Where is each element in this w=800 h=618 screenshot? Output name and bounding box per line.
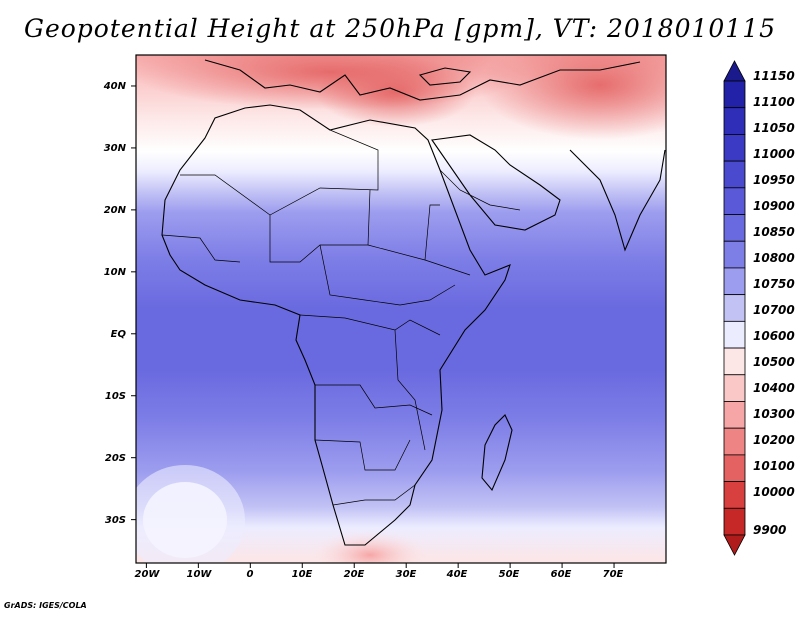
colorbar-bottom-arrow (723, 534, 746, 556)
lat-label-40n: 40N (103, 81, 127, 92)
colorbar-swatch (723, 160, 746, 189)
colorbar-swatch (723, 267, 746, 296)
colorbar-labels: 11150 11100 11050 11000 10950 10900 1085… (753, 69, 795, 537)
colorbar-label-10300: 10300 (753, 407, 795, 421)
lon-label-20e: 20E (344, 569, 365, 580)
colorbar-swatch (723, 214, 746, 242)
colorbar-label-10850: 10850 (753, 225, 795, 239)
lat-label-10n: 10N (104, 267, 127, 278)
lat-label-30s: 30S (105, 515, 126, 526)
colorbar-swatch (723, 320, 746, 349)
longitude-labels: 20W 10W 0 10E 20E 30E 40E 50E 60E 70E (135, 569, 624, 580)
colorbar-label-10950: 10950 (753, 173, 795, 187)
madagascar-coastline (481, 414, 513, 492)
colorbar-top-arrow (723, 60, 746, 82)
colorbar-label-10500: 10500 (753, 355, 795, 369)
colorbar-swatch (723, 347, 746, 376)
lat-label-eq: EQ (111, 329, 127, 340)
colorbar-swatch (723, 507, 746, 536)
lon-label-30e: 30E (396, 569, 417, 580)
colorbar-label-11050: 11050 (753, 121, 795, 135)
colorbar-label-11150: 11150 (753, 69, 795, 83)
colorbar-label-10900: 10900 (753, 199, 795, 213)
colorbar-swatch (723, 107, 746, 135)
lon-label-0: 0 (247, 569, 254, 580)
colorbar-label-10000: 10000 (753, 485, 795, 499)
lon-label-40e: 40E (446, 569, 468, 580)
latitude-labels: 40N 30N 20N 10N EQ 10S 20S 30S (103, 81, 127, 526)
lon-label-50e: 50E (499, 569, 520, 580)
colorbar-label-11000: 11000 (753, 147, 795, 161)
colorbar-swatch (723, 481, 746, 509)
map-title: Geopotential Height at 250hPa [gpm], VT:… (23, 14, 777, 43)
colorbar-swatch (723, 134, 746, 162)
colorbar-label-9900: 9900 (753, 523, 786, 537)
black-sea-coastline (418, 67, 472, 86)
axis-ticks (131, 85, 615, 568)
lon-label-20w: 20W (135, 569, 161, 580)
plot-frame (135, 54, 667, 564)
arabia-coastline (431, 134, 561, 231)
colorbar-label-10600: 10600 (753, 329, 795, 343)
field-shading (136, 55, 666, 563)
lon-label-10e: 10E (292, 569, 313, 580)
colorbar-label-10100: 10100 (753, 459, 795, 473)
colorbar-swatch (723, 401, 746, 429)
colorbar-label-10800: 10800 (753, 251, 795, 265)
india-coastline (569, 149, 666, 252)
lon-label-70e: 70E (603, 569, 624, 580)
lon-label-60e: 60E (551, 569, 572, 580)
colorbar-label-10200: 10200 (753, 433, 795, 447)
colorbar-swatch (723, 294, 746, 322)
lat-label-20s: 20S (105, 453, 126, 464)
colorbar-swatch (723, 80, 746, 109)
grads-credit: GrADS: IGES/COLA (4, 601, 87, 610)
colorbar (723, 60, 746, 556)
lat-label-10s: 10S (105, 391, 126, 402)
colorbar-swatch (723, 374, 746, 402)
colorbar-swatch (723, 454, 746, 482)
colorbar-label-10700: 10700 (753, 303, 795, 317)
lat-label-20n: 20N (104, 205, 127, 216)
colorbar-swatch (723, 427, 746, 456)
colorbar-swatch (723, 187, 746, 215)
colorbar-label-10400: 10400 (753, 381, 795, 395)
lon-label-10w: 10W (187, 569, 213, 580)
country-borders (161, 129, 521, 506)
colorbar-swatch (723, 240, 746, 269)
europe-coastline (204, 59, 641, 101)
colorbar-label-11100: 11100 (753, 95, 795, 109)
lat-label-30n: 30N (104, 143, 127, 154)
colorbar-label-10750: 10750 (753, 277, 795, 291)
